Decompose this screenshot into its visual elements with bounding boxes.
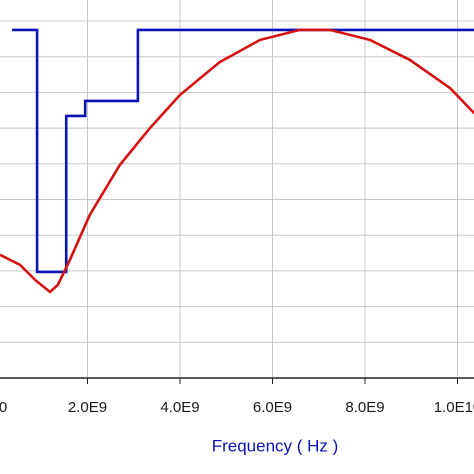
line-series (0, 28, 474, 294)
x-axis-label: Frequency ( Hz ) (212, 436, 339, 455)
x-tick-label: 2.0E9 (68, 399, 107, 416)
x-tick-label: 6.0E9 (253, 399, 292, 416)
x-tick-label: 0 (0, 399, 7, 416)
x-tick-label: 1.0E10 (434, 399, 474, 416)
line-series (12, 28, 474, 274)
x-tick-label: 4.0E9 (160, 399, 199, 416)
x-tick-label: 8.0E9 (345, 399, 384, 416)
